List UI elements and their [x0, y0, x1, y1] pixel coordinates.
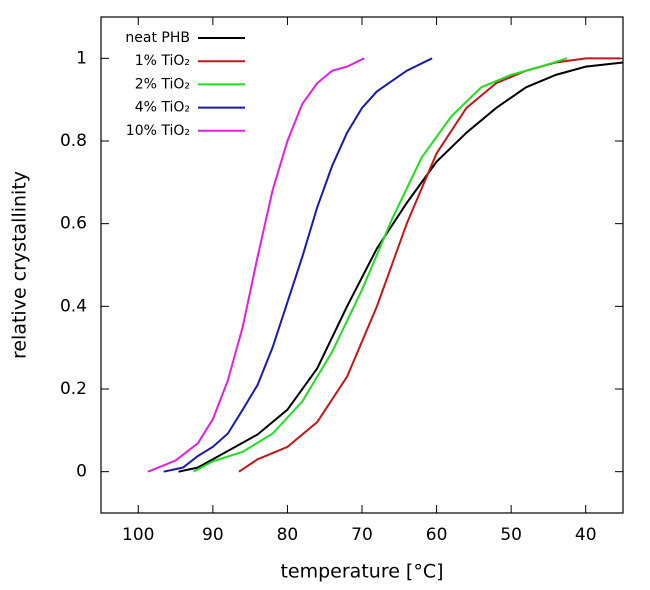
- x-tick-label: 60: [426, 525, 448, 545]
- legend-label: 10% TiO₂: [126, 123, 190, 139]
- x-tick-label: 50: [500, 525, 522, 545]
- legend-label: 4% TiO₂: [135, 100, 190, 116]
- y-axis-label: relative crystallinity: [9, 171, 31, 359]
- series-line: [192, 57, 568, 473]
- legend-label: 1% TiO₂: [135, 53, 190, 69]
- x-tick-label: 100: [122, 525, 154, 545]
- y-tick-label: 0: [76, 462, 87, 482]
- y-tick-label: 0.4: [60, 296, 87, 316]
- y-tick-label: 0.6: [60, 214, 87, 234]
- x-tick-label: 70: [351, 525, 373, 545]
- x-tick-label: 40: [575, 525, 597, 545]
- x-tick-label: 90: [202, 525, 224, 545]
- y-tick-label: 1: [76, 48, 87, 68]
- legend-label: neat PHB: [125, 30, 190, 46]
- x-tick-label: 80: [277, 525, 299, 545]
- y-tick-label: 0.8: [60, 131, 87, 151]
- series-line: [178, 61, 624, 473]
- legend-label: 2% TiO₂: [135, 76, 190, 92]
- x-axis-label: temperature [°C]: [280, 561, 443, 583]
- series-line: [147, 57, 365, 473]
- y-tick-label: 0.2: [60, 379, 87, 399]
- series-line: [163, 57, 433, 473]
